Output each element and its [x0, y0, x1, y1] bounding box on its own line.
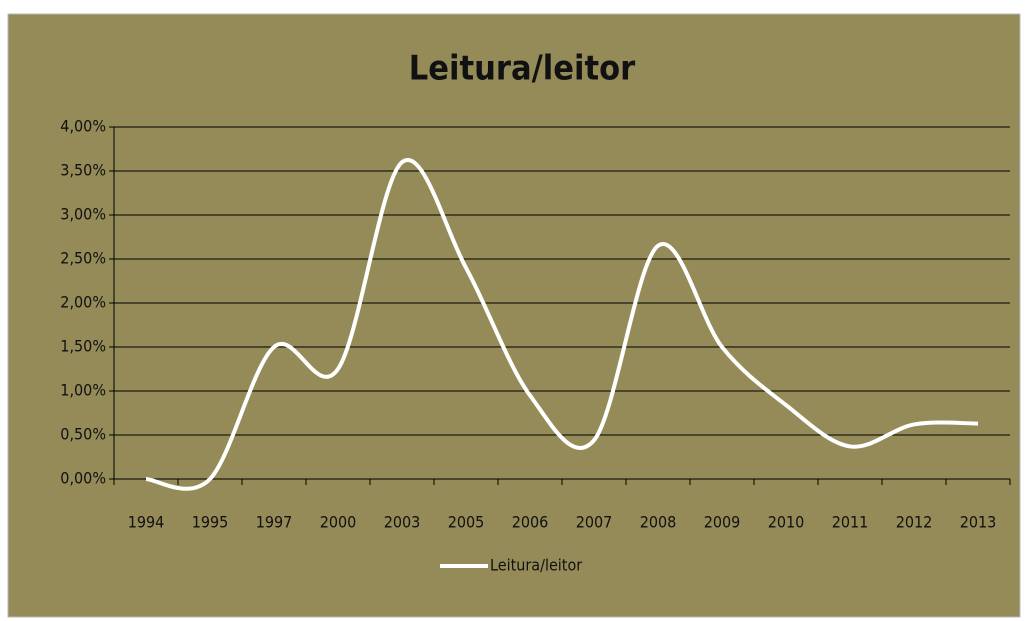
chart-background — [7, 13, 1021, 618]
y-tick-label: 1,50% — [60, 337, 106, 356]
y-tick-label: 0,00% — [60, 469, 106, 488]
legend-label: Leitura/leitor — [490, 556, 582, 575]
y-tick-label: 4,00% — [60, 117, 106, 136]
x-tick-label: 2000 — [320, 513, 357, 532]
x-tick-label: 1997 — [256, 513, 293, 532]
x-tick-label: 2012 — [896, 513, 933, 532]
y-tick-label: 3,50% — [60, 161, 106, 180]
y-tick-label: 3,00% — [60, 205, 106, 224]
chart-title: Leitura/leitor — [409, 49, 636, 89]
x-tick-label: 2005 — [448, 513, 485, 532]
x-tick-label: 1995 — [192, 513, 229, 532]
y-tick-label: 1,00% — [60, 381, 106, 400]
x-tick-label: 2009 — [704, 513, 741, 532]
x-tick-label: 2008 — [640, 513, 677, 532]
line-series — [145, 158, 979, 491]
x-tick-label: 2013 — [960, 513, 997, 532]
x-tick-label: 2007 — [576, 513, 613, 532]
x-tick-label: 1994 — [128, 513, 165, 532]
x-tick-label: 2010 — [768, 513, 805, 532]
y-tick-label: 2,50% — [60, 249, 106, 268]
x-tick-label: 2011 — [832, 513, 869, 532]
x-tick-label: 2006 — [512, 513, 549, 532]
y-tick-label: 2,00% — [60, 293, 106, 312]
x-tick-label: 2003 — [384, 513, 421, 532]
y-tick-label: 0,50% — [60, 425, 106, 444]
